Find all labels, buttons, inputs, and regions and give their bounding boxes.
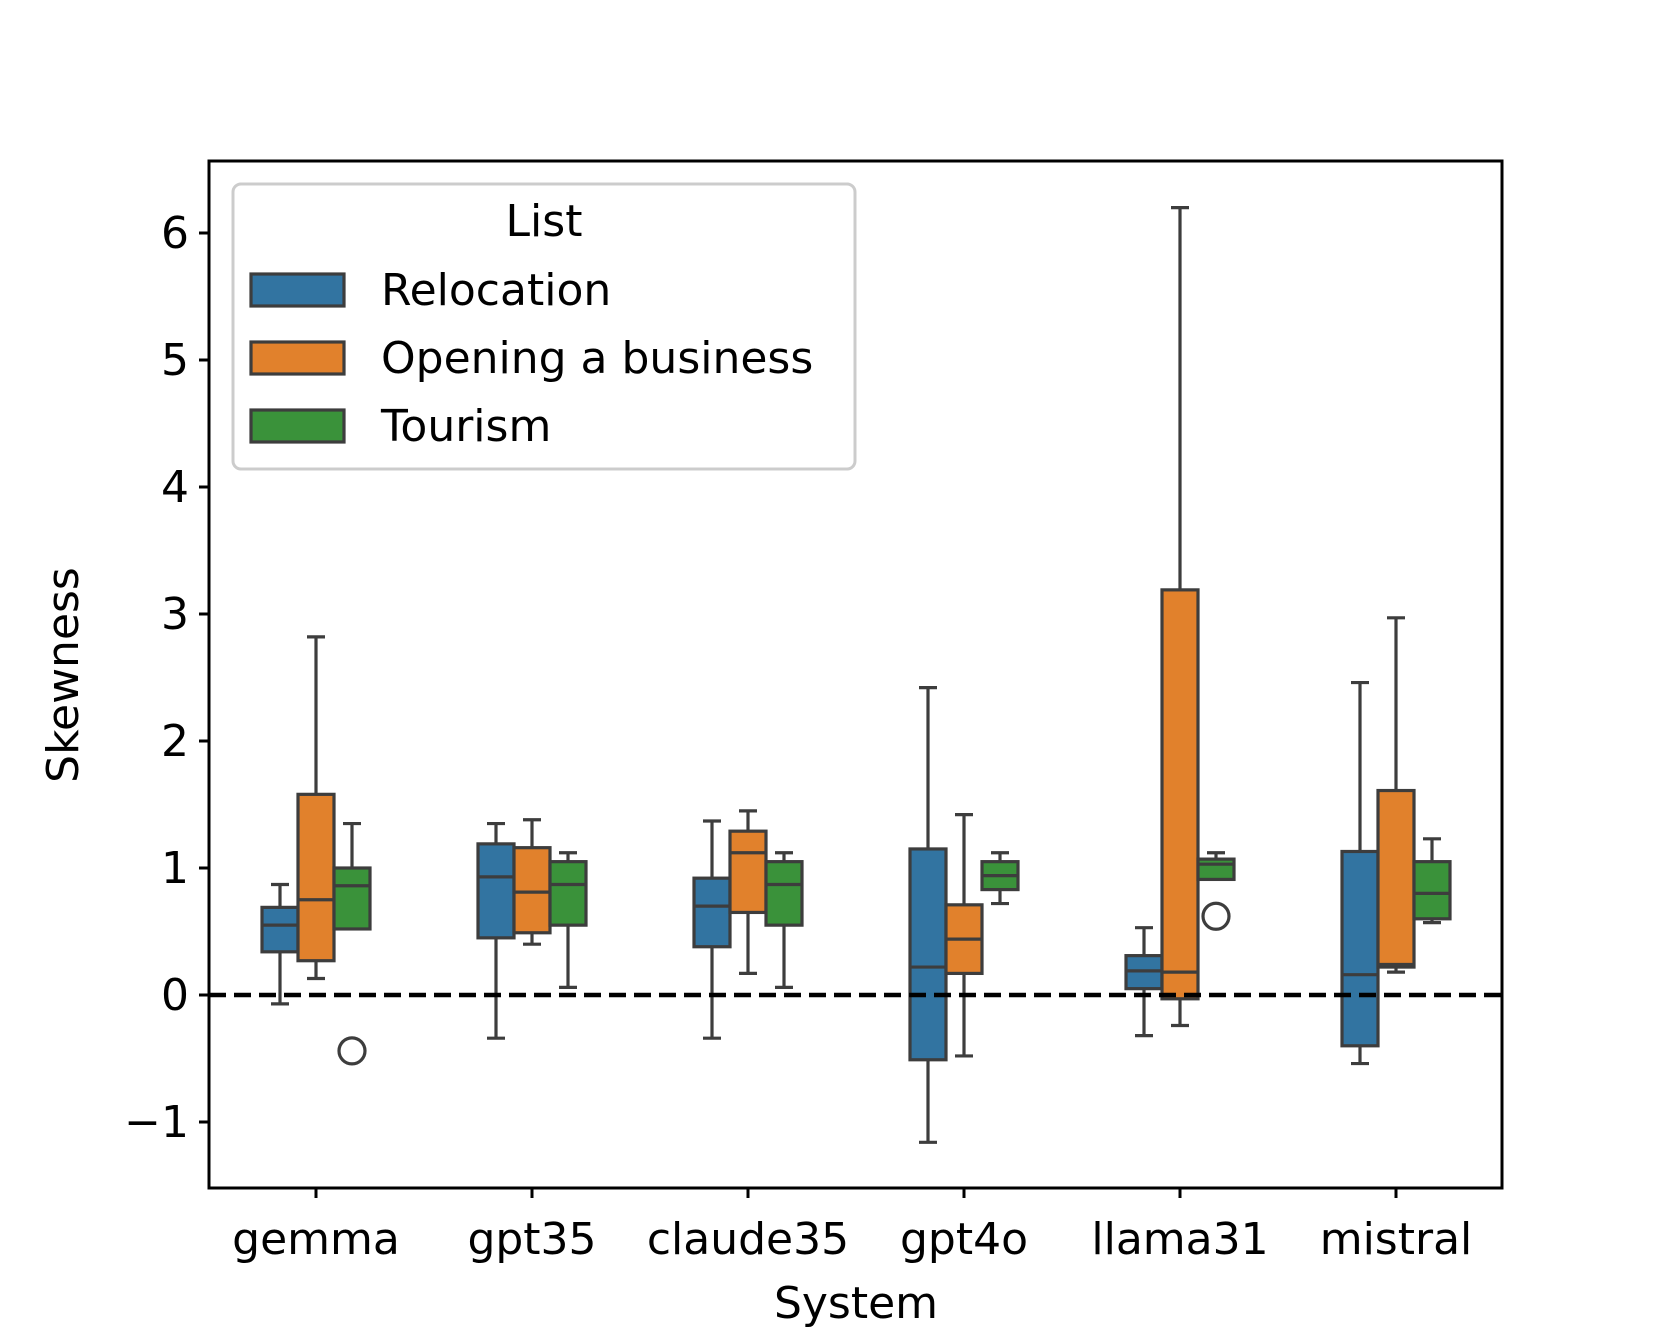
- y-tick-label: −1: [124, 1097, 189, 1148]
- box-iqr: [548, 860, 588, 927]
- box-iqr: [1160, 588, 1200, 1001]
- legend-label-relocation: Relocation: [381, 265, 611, 316]
- box-iqr: [332, 866, 372, 931]
- box-relocation-gpt4o: [908, 686, 948, 1144]
- box-iqr: [512, 846, 552, 935]
- box-opening-a-business-gemma: [296, 635, 336, 981]
- box-iqr: [764, 860, 804, 927]
- legend-label-opening-a-business: Opening a business: [381, 333, 813, 384]
- box-iqr: [1376, 788, 1416, 969]
- y-tick-label: 1: [161, 843, 189, 894]
- x-tick-label-gpt4o: gpt4o: [900, 1214, 1028, 1265]
- box-tourism-gpt35: [548, 851, 588, 989]
- box-tourism-gemma: [332, 821, 372, 1066]
- box-relocation-llama31: [1124, 926, 1164, 1038]
- box-relocation-mistral: [1340, 680, 1380, 1066]
- x-axis-title: System: [774, 1278, 938, 1329]
- legend-swatch-relocation: [249, 272, 346, 308]
- legend-title: List: [506, 196, 583, 247]
- box-relocation-gpt35: [476, 821, 516, 1040]
- plot-area: [207, 159, 1504, 1190]
- legend: List Relocation Opening a business Tourism: [231, 182, 857, 471]
- box-opening-a-business-gpt4o: [944, 813, 984, 1058]
- legend-entries: Relocation Opening a business Tourism: [249, 265, 813, 452]
- box-iqr: [1340, 849, 1380, 1048]
- box-opening-a-business-llama31: [1160, 206, 1200, 1028]
- box-iqr: [296, 792, 336, 963]
- box-iqr: [692, 876, 732, 949]
- legend-swatch-opening-a-business: [249, 340, 346, 376]
- y-tick-label: 2: [161, 716, 189, 767]
- x-tick-label-gpt35: gpt35: [467, 1214, 596, 1265]
- box-tourism-gpt4o: [980, 851, 1020, 906]
- box-opening-a-business-mistral: [1376, 616, 1416, 974]
- box-marks: [209, 206, 1502, 1144]
- legend-swatch-tourism: [249, 408, 346, 444]
- y-tick-label: 0: [161, 970, 189, 1021]
- legend-frame: [231, 182, 857, 471]
- box-iqr: [1196, 857, 1236, 882]
- box-iqr: [260, 905, 300, 954]
- box-tourism-mistral: [1412, 837, 1452, 925]
- y-axis: −1 0 1 2 3 4 5 6: [124, 208, 209, 1148]
- y-tick-label: 4: [161, 462, 189, 513]
- y-tick-label: 6: [161, 208, 189, 259]
- x-tick-label-llama31: llama31: [1091, 1214, 1268, 1265]
- outlier-point: [337, 1036, 367, 1066]
- box-tourism-claude35: [764, 851, 804, 989]
- y-axis-title: Skewness: [38, 567, 89, 783]
- outlier-point: [1201, 901, 1231, 931]
- box-iqr: [728, 829, 768, 915]
- box-iqr: [908, 847, 948, 1062]
- box-iqr: [476, 842, 516, 940]
- y-tick-label: 5: [161, 335, 189, 386]
- box-relocation-gemma: [260, 882, 300, 1006]
- box-iqr: [1412, 860, 1452, 921]
- plot-frame: [207, 159, 1504, 1190]
- box-tourism-llama31: [1196, 851, 1236, 931]
- y-tick-label: 3: [161, 589, 189, 640]
- box-opening-a-business-claude35: [728, 809, 768, 976]
- x-tick-label-claude35: claude35: [647, 1214, 849, 1265]
- x-tick-label-mistral: mistral: [1320, 1214, 1473, 1265]
- x-axis: gemma gpt35 claude35 gpt4o llama31 mistral: [232, 1188, 1472, 1265]
- legend-label-tourism: Tourism: [380, 401, 551, 452]
- x-tick-label-gemma: gemma: [232, 1214, 400, 1265]
